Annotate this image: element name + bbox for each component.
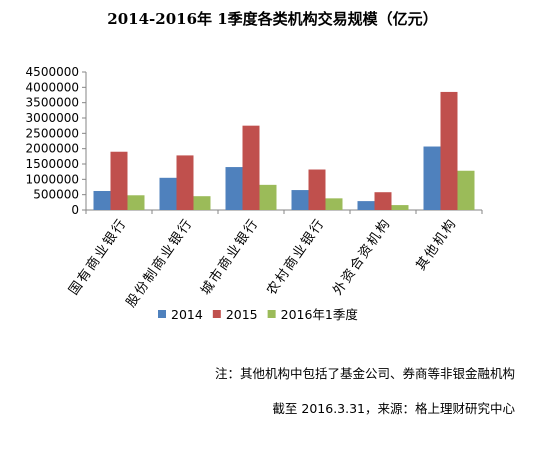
footnote-source: 截至 2016.3.31，来源：格上理财研究中心 <box>272 401 515 416</box>
legend-swatch-2016年1季度 <box>267 310 276 318</box>
x-category-label: 其他机构 <box>414 216 461 274</box>
x-category-label: 农村商业银行 <box>264 216 328 298</box>
y-tick-label: 500000 <box>33 188 79 202</box>
bar-2014-农村商业银行 <box>291 190 309 210</box>
y-tick-label: 2000000 <box>26 142 79 156</box>
y-tick-label: 0 <box>71 203 79 217</box>
bar-2014-国有商业银行 <box>93 190 111 210</box>
bar-2016年1季度-其他机构 <box>457 170 475 210</box>
bar-2015-城市商业银行 <box>242 125 260 210</box>
legend-swatch-2015 <box>212 310 221 318</box>
bar-2016年1季度-股份制商业银行 <box>193 196 211 210</box>
legend-label: 2016年1季度 <box>281 307 359 322</box>
bar-2016年1季度-外资合资机构 <box>391 205 409 210</box>
chart-legend: 2014 2015 2016年1季度 <box>158 307 358 322</box>
bar-2016年1季度-城市商业银行 <box>259 184 277 210</box>
bar-2015-国有商业银行 <box>110 151 128 210</box>
footnote-other-institutions: 注：其他机构中包括了基金公司、券商等非银金融机构 <box>214 366 515 381</box>
bar-2014-股份制商业银行 <box>159 177 177 210</box>
y-tick-label: 3500000 <box>26 96 79 110</box>
chart-title: 2014-2016年 1季度各类机构交易规模（亿元） <box>107 10 438 28</box>
legend-swatch-2014 <box>158 310 166 318</box>
x-category-label: 外资合资机构 <box>330 216 394 298</box>
bar-2015-其他机构 <box>440 91 458 210</box>
bar-2015-农村商业银行 <box>308 169 326 210</box>
y-tick-label: 2500000 <box>26 126 79 140</box>
y-tick-label: 4500000 <box>26 65 79 79</box>
y-tick-label: 4000000 <box>26 80 79 94</box>
bar-2014-城市商业银行 <box>225 167 243 210</box>
bar-2015-股份制商业银行 <box>176 155 194 210</box>
x-category-label: 股份制商业银行 <box>124 216 197 311</box>
bar-2016年1季度-农村商业银行 <box>325 198 343 210</box>
y-tick-label: 3000000 <box>26 111 79 125</box>
legend-label: 2015 <box>226 307 258 322</box>
y-tick-label: 1000000 <box>26 172 79 186</box>
x-category-label: 国有商业银行 <box>66 216 130 298</box>
legend-label: 2014 <box>171 307 203 322</box>
bar-2014-其他机构 <box>423 146 441 210</box>
x-category-label: 城市商业银行 <box>198 215 263 298</box>
bar-2015-外资合资机构 <box>374 192 392 210</box>
bar-2016年1季度-国有商业银行 <box>127 195 145 210</box>
bar-2014-外资合资机构 <box>357 201 375 210</box>
y-tick-label: 1500000 <box>26 157 79 171</box>
chart-bars <box>93 91 475 210</box>
